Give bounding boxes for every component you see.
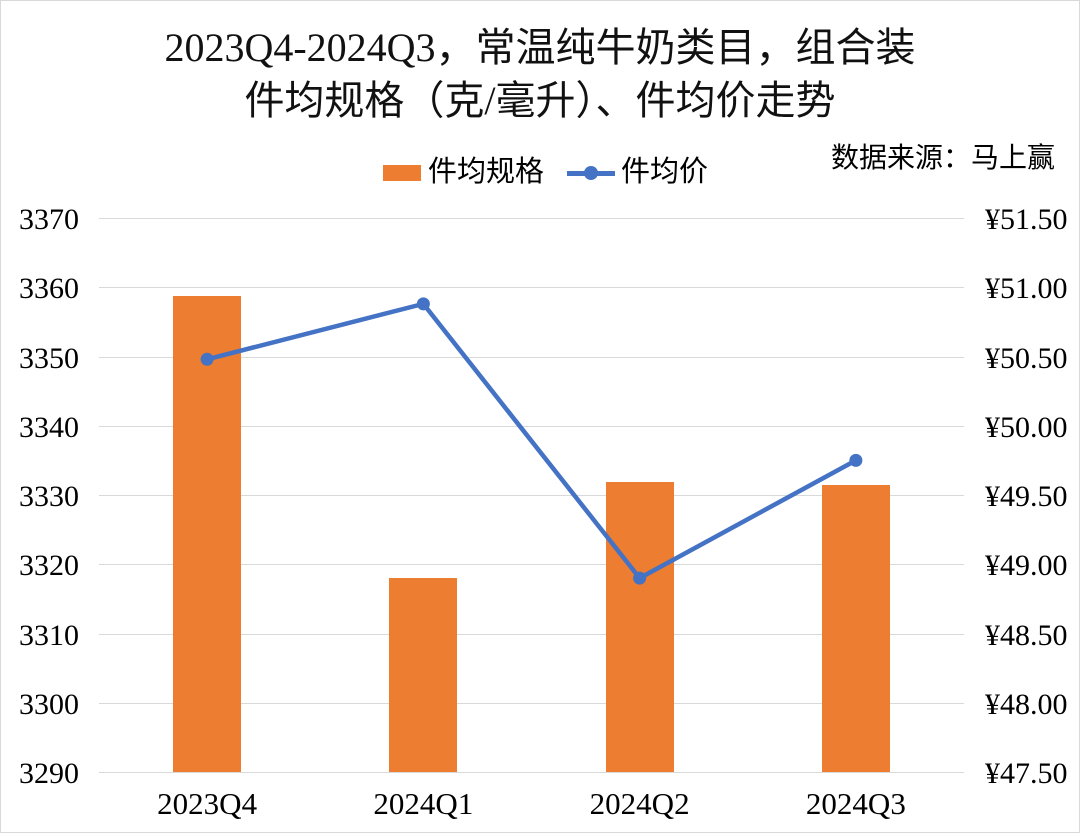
bar-2024Q1 xyxy=(389,578,458,772)
x-axis-label-2024Q2: 2024Q2 xyxy=(589,786,690,821)
y-axis-left-tick-label: 3320 xyxy=(19,549,79,583)
y-axis-left-tick-label: 3350 xyxy=(19,341,79,375)
y-axis-right-tick-label: ¥50.50 xyxy=(985,341,1068,375)
chart-title: 2023Q4-2024Q3，常温纯牛奶类目，组合装 件均规格（克/毫升）、件均价… xyxy=(1,21,1079,127)
x-axis-label-2024Q3: 2024Q3 xyxy=(805,786,906,821)
y-axis-right-tick-label: ¥48.00 xyxy=(985,687,1068,721)
x-axis-label-2023Q4: 2023Q4 xyxy=(157,786,258,821)
line-series-path xyxy=(204,301,859,581)
bar-2023Q4 xyxy=(173,296,242,772)
legend-bar-label: 件均规格 xyxy=(428,156,545,188)
y-axis-left-tick-label: 3310 xyxy=(19,618,79,652)
y-axis-right-tick-label: ¥51.00 xyxy=(985,272,1068,306)
chart-title-line1: 2023Q4-2024Q3，常温纯牛奶类目，组合装 xyxy=(164,25,916,70)
legend-line-dot-icon xyxy=(584,166,598,180)
y-axis-right-tick-label: ¥47.50 xyxy=(985,757,1068,790)
gridline xyxy=(99,772,964,773)
y-axis-right-tick-label: ¥49.00 xyxy=(985,549,1068,583)
line-point-2024Q1 xyxy=(416,297,430,311)
gridline xyxy=(99,633,964,635)
x-axis-label-2024Q1: 2024Q1 xyxy=(373,786,474,821)
data-source-note: 数据来源：马上赢 xyxy=(830,143,1055,174)
line-point-2024Q3 xyxy=(849,453,863,467)
legend-line-swatch-icon xyxy=(567,163,615,183)
gridline xyxy=(99,287,964,289)
bar-2024Q2 xyxy=(605,481,674,772)
y-axis-left-tick-label: 3370 xyxy=(19,203,79,236)
y-axis-left-tick-label: 3290 xyxy=(19,757,79,790)
bar-2024Q3 xyxy=(821,484,890,772)
y-axis-left-tick-label: 3300 xyxy=(19,687,79,721)
y-axis-right-tick-label: ¥49.50 xyxy=(985,480,1068,513)
gridline xyxy=(99,218,964,219)
y-axis-left-tick-label: 3340 xyxy=(19,410,79,444)
legend-line-label: 件均价 xyxy=(621,156,709,188)
y-axis-right-tick-label: ¥50.00 xyxy=(985,410,1068,444)
y-axis-right-tick-label: ¥51.50 xyxy=(985,203,1068,236)
y-axis-left-tick-label: 3330 xyxy=(19,480,79,513)
chart-title-line2: 件均规格（克/毫升）、件均价走势 xyxy=(244,78,836,123)
y-axis-left-tick-label: 3360 xyxy=(19,272,79,306)
legend-bar-swatch-icon xyxy=(383,165,421,181)
gridline xyxy=(99,702,964,704)
y-axis-right-tick-label: ¥48.50 xyxy=(985,618,1068,652)
